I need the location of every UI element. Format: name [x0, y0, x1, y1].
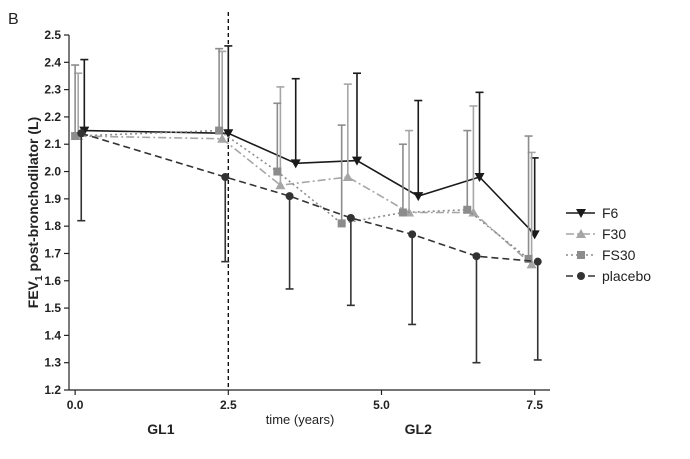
panel-label: B	[8, 11, 19, 28]
y-tick-label: 1.8	[44, 219, 61, 233]
group-label-gl1: GL1	[147, 421, 174, 437]
legend-label-f30: F30	[602, 226, 626, 242]
legend-item-placebo: placebo	[566, 268, 651, 284]
axes: 1.2 1.3 1.4 1.5 1.6 1.7 1.8 1.9 2.0 2.1 2.2 2.3 2.4 2…	[44, 28, 550, 412]
point-placebo	[221, 173, 230, 181]
y-tick-label: 2.4	[44, 55, 61, 69]
x-tick-label: 2.5	[220, 398, 237, 412]
series-fs30	[71, 47, 533, 263]
y-tick-label: 1.5	[44, 301, 61, 315]
legend-label-f6: F6	[602, 205, 619, 221]
y-tick-label: 2.1	[44, 137, 61, 151]
point-fs30	[273, 167, 282, 176]
point-f30	[217, 133, 228, 143]
legend-item-f30: F30	[566, 226, 626, 242]
legend-swatch-marker	[576, 209, 586, 218]
legend-item-f6: F6	[566, 205, 619, 221]
x-axis-label: time (years)	[266, 412, 335, 427]
point-f30	[468, 207, 479, 217]
point-fs30	[463, 205, 472, 214]
y-tick-label: 1.9	[44, 192, 61, 206]
y-axis-label-main: FEV	[25, 280, 41, 308]
point-placebo	[533, 257, 542, 266]
point-placebo	[408, 230, 417, 239]
point-placebo	[346, 213, 355, 222]
point-fs30	[215, 126, 224, 135]
x-tick-label: 0.0	[67, 398, 84, 412]
point-f6	[413, 192, 424, 202]
point-f6	[351, 156, 362, 166]
series-line-f30	[78, 135, 533, 265]
group-labels: GL1 GL2	[147, 421, 432, 437]
y-axis-label-suffix: post-bronchodilator (L)	[25, 117, 41, 276]
y-tick-label: 2.5	[44, 28, 61, 42]
y-tick-label: 1.7	[44, 246, 61, 260]
y-tick-label: 2.3	[44, 83, 61, 97]
series-line-fs30	[75, 129, 530, 260]
legend-swatch-marker	[577, 251, 585, 259]
legend: F6 F30 FS30 placebo	[566, 205, 651, 284]
y-ticks: 1.2 1.3 1.4 1.5 1.6 1.7 1.8 1.9 2.0 2.1 2.2 2.3 2.4 2…	[44, 28, 69, 397]
y-tick-label: 1.4	[44, 328, 61, 342]
y-tick-label: 1.6	[44, 274, 61, 288]
point-f30	[342, 172, 353, 181]
y-tick-label: 1.2	[44, 383, 61, 397]
point-placebo	[77, 129, 86, 138]
series-layer	[71, 45, 542, 364]
series-placebo	[77, 129, 542, 364]
legend-label-placebo: placebo	[602, 268, 651, 284]
point-fs30	[398, 208, 407, 217]
point-placebo	[472, 252, 481, 261]
point-fs30	[337, 219, 346, 228]
legend-swatch-marker	[577, 272, 585, 280]
y-tick-label: 2.0	[44, 165, 61, 179]
legend-item-fs30: FS30	[566, 247, 636, 263]
point-f6	[290, 159, 301, 169]
point-fs30	[524, 254, 533, 263]
point-f30	[275, 180, 286, 190]
point-f6	[223, 129, 234, 139]
series-f30	[73, 50, 537, 269]
group-label-gl2: GL2	[405, 421, 432, 437]
point-fs30	[71, 132, 80, 141]
point-f30	[526, 259, 537, 269]
legend-label-fs30: FS30	[602, 247, 636, 263]
y-axis-label: FEV1 post-bronchodilator (L)	[25, 117, 45, 308]
point-f6	[474, 173, 485, 182]
y-tick-label: 2.2	[44, 110, 61, 124]
x-tick-label: 7.5	[526, 398, 543, 412]
legend-swatch-marker	[576, 229, 586, 238]
x-ticks: 0.0 2.5 5.0 7.5	[67, 390, 543, 412]
series-f6	[79, 45, 540, 240]
y-tick-label: 1.3	[44, 356, 61, 370]
point-placebo	[285, 192, 294, 201]
y-axis-label-subscript: 1	[34, 275, 45, 281]
x-tick-label: 5.0	[373, 398, 390, 412]
